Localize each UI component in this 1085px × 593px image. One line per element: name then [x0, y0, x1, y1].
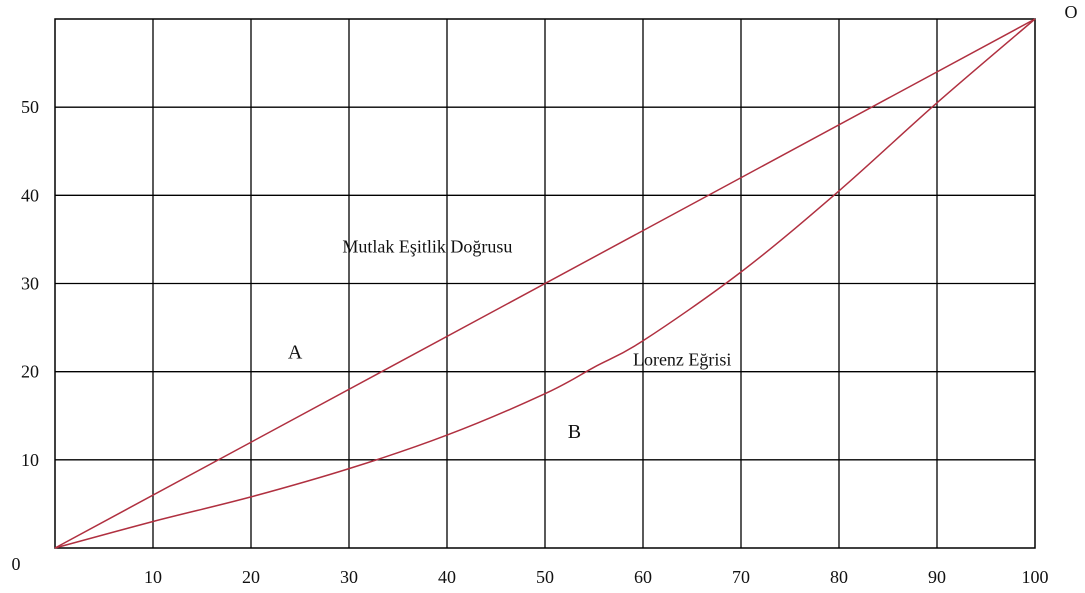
y-tick-label: 50 [21, 97, 39, 117]
curves [54, 18, 1036, 549]
region-label: A [288, 341, 303, 363]
corner-label: O [1065, 2, 1078, 22]
labels: 0 O 10 20 30 40 50 60 70 80 90 100 10 20 30 40 50 Mutla… [12, 2, 1078, 587]
y-tick-label: 30 [21, 274, 39, 294]
x-tick-label: 20 [242, 567, 260, 587]
x-tick-label: 30 [340, 567, 358, 587]
series-annotation: Mutlak Eşitlik Doğrusu [342, 237, 512, 257]
x-tick-label: 70 [732, 567, 750, 587]
series-annotation: Lorenz Eğrisi [633, 349, 731, 369]
origin-label: 0 [12, 554, 21, 574]
y-tick-label: 20 [21, 362, 39, 382]
x-tick-label: 10 [144, 567, 162, 587]
x-tick-label: 80 [830, 567, 848, 587]
lorenz-curve [54, 18, 1036, 549]
equality-line [54, 18, 1036, 549]
x-tick-label: 100 [1022, 567, 1049, 587]
x-tick-label: 50 [536, 567, 554, 587]
x-tick-label: 90 [928, 567, 946, 587]
y-tick-label: 10 [21, 450, 39, 470]
x-tick-label: 40 [438, 567, 456, 587]
x-tick-label: 60 [634, 567, 652, 587]
y-tick-label: 40 [21, 185, 39, 205]
region-label: B [568, 421, 581, 443]
